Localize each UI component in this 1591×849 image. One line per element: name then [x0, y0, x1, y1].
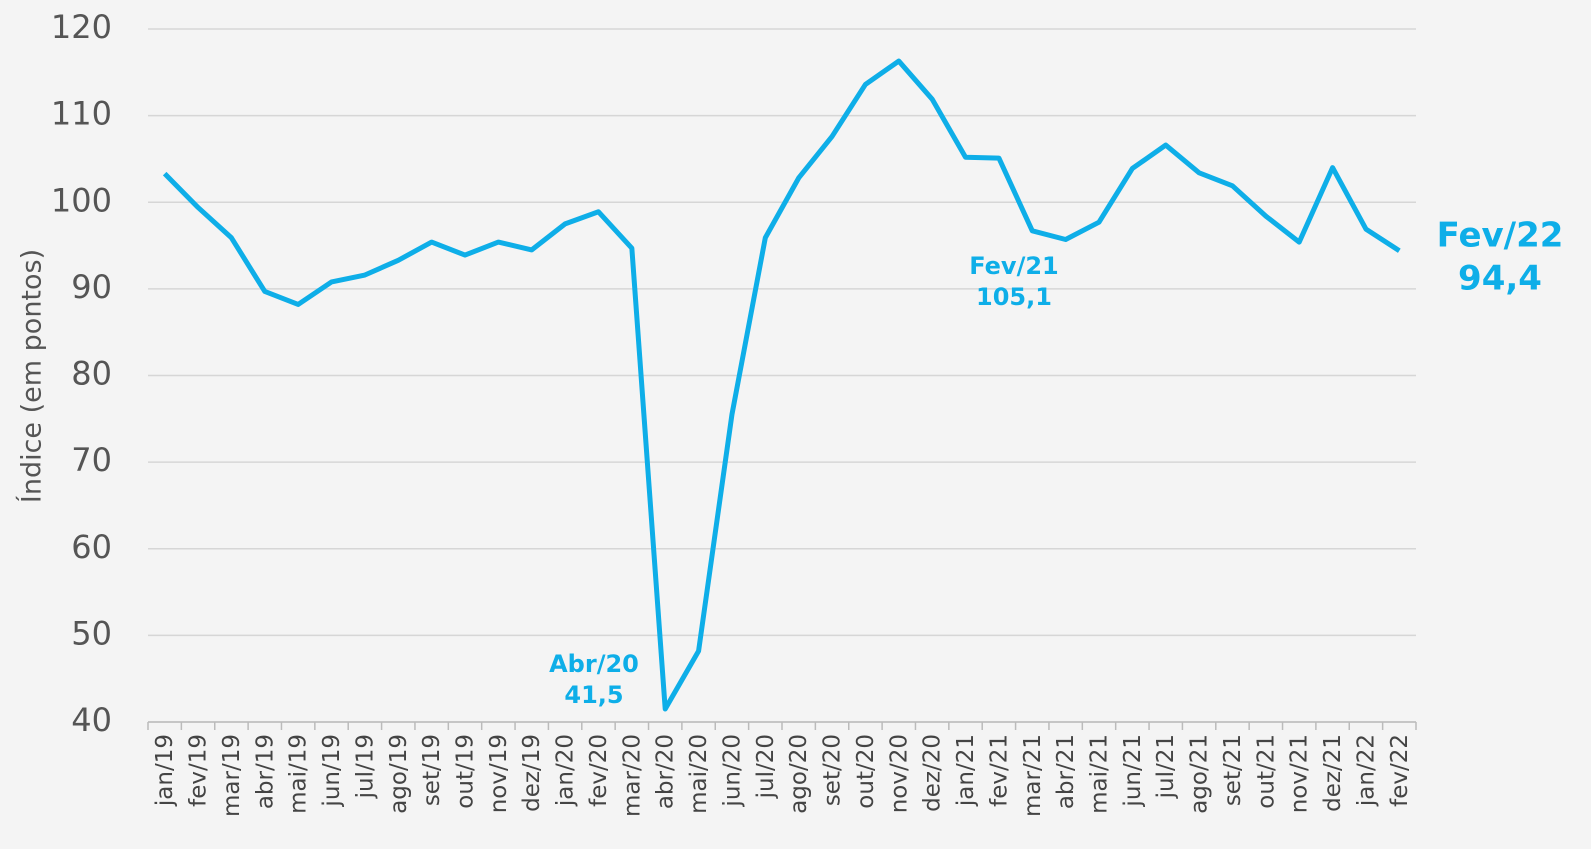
y-tick-label: 60: [71, 528, 112, 566]
x-tick-label: abr/21: [1053, 734, 1079, 809]
x-tick-label: fev/21: [986, 734, 1012, 807]
x-tick-label: jan/22: [1353, 734, 1379, 807]
x-tick-label: nov/20: [886, 734, 912, 813]
annotation: Abr/20: [549, 650, 639, 678]
x-tick-label: set/19: [419, 734, 445, 806]
x-tick-label: fev/22: [1387, 734, 1413, 807]
annotation: Fev/22: [1437, 216, 1564, 256]
x-tick-label: dez/21: [1320, 734, 1346, 812]
y-tick-label: 120: [51, 8, 112, 46]
y-tick-label: 70: [71, 441, 112, 479]
x-tick-label: out/20: [853, 734, 879, 809]
x-tick-label: fev/19: [186, 734, 212, 807]
annotation: Fev/21: [969, 252, 1059, 280]
y-tick-label: 40: [71, 701, 112, 739]
x-tick-label: jul/20: [753, 734, 779, 799]
x-tick-label: out/21: [1253, 734, 1279, 809]
x-tick-label: dez/20: [920, 734, 946, 812]
x-tick-label: mai/21: [1087, 734, 1113, 814]
x-tick-label: nov/19: [486, 734, 512, 813]
x-tick-label: nov/21: [1287, 734, 1313, 813]
x-tick-label: jun/21: [1120, 734, 1146, 808]
x-tick-label: fev/20: [586, 734, 612, 807]
x-tick-label: mar/21: [1020, 734, 1046, 817]
x-tick-label: set/20: [820, 734, 846, 806]
x-tick-label: abr/19: [252, 734, 278, 809]
x-tick-label: jul/21: [1153, 734, 1179, 799]
annotation: 105,1: [976, 283, 1052, 311]
x-tick-label: mar/20: [619, 734, 645, 817]
x-tick-label: set/21: [1220, 734, 1246, 806]
x-tick-label: mai/20: [686, 734, 712, 814]
y-tick-label: 50: [71, 614, 112, 652]
annotation: 94,4: [1458, 259, 1542, 299]
x-tick-label: jan/19: [152, 734, 178, 807]
line-series: [162, 58, 1401, 712]
x-tick-label: ago/20: [786, 734, 812, 814]
x-tick-label: jan/20: [553, 734, 579, 807]
x-tick-label: jun/20: [719, 734, 745, 808]
y-tick-label: 100: [51, 181, 112, 219]
x-tick-label: ago/19: [386, 734, 412, 814]
x-tick-label: ago/21: [1187, 734, 1213, 814]
x-tick-label: mai/19: [286, 734, 312, 814]
y-tick-label: 90: [71, 268, 112, 306]
y-tick-label: 110: [51, 95, 112, 133]
y-tick-label: 80: [71, 355, 112, 393]
x-tick-label: jul/19: [352, 734, 378, 799]
x-tick-label: mar/19: [219, 734, 245, 817]
annotation: 41,5: [564, 681, 623, 709]
x-tick-label: dez/19: [519, 734, 545, 812]
x-tick-label: jan/21: [953, 734, 979, 807]
y-axis-label: Índice (em pontos): [16, 249, 48, 503]
x-tick-label: out/19: [453, 734, 479, 809]
x-tick-label: jun/19: [319, 734, 345, 808]
x-tick-label: abr/20: [653, 734, 679, 809]
